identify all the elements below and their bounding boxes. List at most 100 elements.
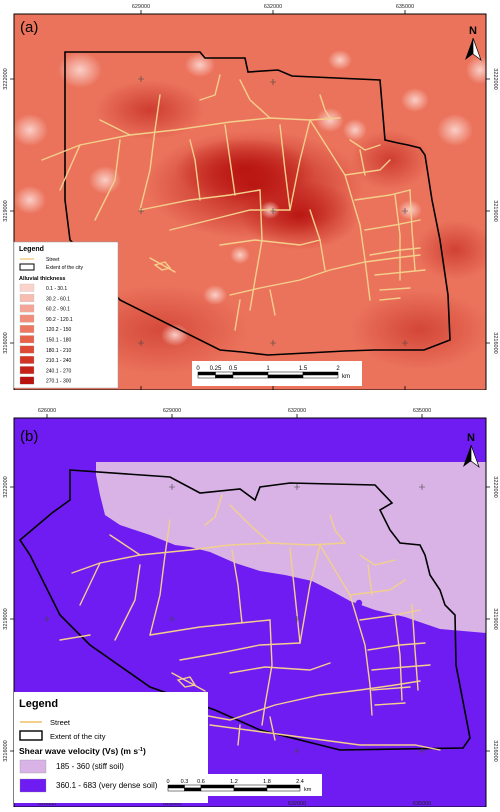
legend-class-swatch-9	[19, 366, 35, 375]
panel-b-svg: 626000 629000 632000 635000 3222000 3219…	[3, 408, 498, 808]
a-scale-segment-3	[232, 371, 269, 376]
y-tick-left-3: 3216000	[3, 332, 9, 353]
legend-street-label: Street	[46, 257, 60, 263]
panel-a-ticks	[10, 10, 490, 390]
a-scale-segment-5	[302, 371, 339, 376]
legend-class-swatch-2	[19, 294, 35, 302]
legend-class-swatch-4	[19, 314, 35, 323]
legend-extent-label: Extent of the city	[46, 265, 83, 271]
panel-a-scale-bar: 0 0.25 0.5 1 1.5 2km	[192, 361, 362, 386]
legend-extent-swatch	[19, 263, 35, 271]
panel-a-svg: 629000 632000 635000 629000 632000 63500…	[3, 4, 498, 398]
legend-class-label-6: 150.1 - 180	[46, 338, 72, 344]
north-label: N	[469, 25, 477, 37]
b-x-tick-top-1: 626000	[38, 408, 56, 414]
legend-class-swatch-8	[19, 355, 35, 364]
legend-class-label-9: 240.1 - 270	[46, 368, 72, 374]
legend-vs-swatch-2	[19, 778, 47, 793]
b-scale-segment-5	[266, 784, 301, 789]
alluvial-thickness-surface	[14, 14, 486, 390]
legend-class-swatch-5	[19, 325, 35, 333]
legend-class-label-5: 120.2 - 150	[46, 327, 72, 333]
legend-street-label-b: Street	[50, 718, 71, 727]
b-y-tick-left-3: 3216000	[3, 740, 9, 761]
a-scale-tick-5: 1.5	[299, 366, 308, 372]
y-tick-1: 3222000	[492, 68, 498, 89]
a-scale-segment-4	[267, 371, 304, 376]
a-scale-unit: km	[342, 374, 350, 380]
a-scale-segment-lower-5	[302, 374, 339, 379]
y-tick-left-2: 3219000	[3, 200, 9, 221]
a-scale-tick-2: 0.25	[210, 366, 222, 372]
b-scale-segment-4	[233, 784, 268, 789]
north-arrow-icon-b: N	[463, 432, 480, 468]
legend-class-swatch-3	[19, 304, 35, 313]
x-tick-top-3: 635000	[396, 4, 414, 10]
legend-thickness-title: Alluvial thickness	[19, 276, 65, 282]
north-arrow-icon: N	[465, 25, 482, 61]
a-scale-segment-lower-4	[267, 374, 304, 379]
legend-vs-title: Shear wave velocity (Vs) (m s-1)	[19, 746, 146, 756]
b-scale-segment-lower-5	[266, 787, 301, 792]
legend-extent-swatch-b	[19, 730, 43, 741]
b-scale-tick-2: 0.3	[181, 779, 189, 785]
legend-class-label-4: 90.2 - 120.1	[46, 317, 73, 323]
b-y-tick-left-1: 3222000	[3, 476, 9, 497]
b-x-tick-top-2: 629000	[163, 408, 181, 414]
panel-b-ticks	[10, 414, 490, 752]
y-tick-3: 3216000	[492, 332, 498, 353]
a-scale-segment-1	[197, 371, 216, 376]
legend-class-label-8: 210.1 - 240	[46, 358, 72, 364]
legend-class-label-3: 60.2 - 90.1	[46, 307, 70, 313]
b-scale-segment-2	[184, 784, 202, 789]
legend-class-label-7: 180.1 - 210	[46, 348, 72, 354]
a-scale-tick-3: 0.5	[229, 366, 238, 372]
legend-class-swatch-6	[19, 335, 35, 344]
legend-vs-swatch-1	[19, 759, 47, 774]
x-tick-top-2: 632000	[264, 4, 282, 10]
a-scale-tick-4: 1	[266, 366, 270, 372]
b-x-tick-bottom-1: 626000	[38, 801, 56, 807]
b-scale-segment-lower-2	[184, 787, 202, 792]
panel-b-label: (b)	[20, 428, 38, 445]
legend-extent-label-b: Extent of the city	[50, 732, 106, 741]
b-scale-segment-lower-3	[200, 787, 235, 792]
legend-vs-label-2: 360.1 - 683 (very dense soil)	[56, 781, 158, 790]
b-y-tick-left-2: 3219000	[3, 608, 9, 629]
legend-vs-label-1: 185 - 360 (stiff soil)	[56, 762, 124, 771]
a-scale-segment-lower-1	[197, 374, 216, 379]
a-scale-tick-6: 2	[336, 366, 340, 372]
legend-class-label-2: 30.2 - 60.1	[46, 296, 70, 302]
b-x-tick-bottom-4: 635000	[413, 801, 431, 807]
b-y-tick-3: 3216000	[492, 740, 498, 761]
street-network-b	[59, 494, 441, 751]
y-tick-2: 3219000	[492, 200, 498, 221]
b-x-tick-top-3: 632000	[288, 408, 306, 414]
panel-a-legend: Legend Street Extent of the city Alluvia…	[13, 241, 119, 389]
legend-class-swatch-1	[19, 283, 35, 292]
b-scale-tick-1: 0	[166, 779, 169, 785]
b-x-tick-top-4: 635000	[413, 408, 431, 414]
x-tick-top-1: 629000	[132, 4, 150, 10]
a-scale-segment-lower-3	[232, 374, 269, 379]
north-label-b: N	[467, 432, 475, 444]
street-network	[41, 74, 426, 331]
panel-a-grid-crosses	[138, 76, 408, 346]
a-scale-segment-2	[215, 371, 234, 376]
panel-b-shear-wave-velocity-map: 626000 629000 632000 635000 3222000 3219…	[0, 405, 500, 808]
y-tick-left-1: 3222000	[3, 68, 9, 89]
a-scale-segment-lower-2	[215, 374, 234, 379]
panel-a-label: (a)	[20, 19, 38, 36]
b-y-tick-2: 3219000	[492, 608, 498, 629]
b-scale-unit: km	[304, 787, 312, 793]
legend-title-b: Legend	[19, 698, 58, 710]
b-scale-tick-4: 1.2	[230, 779, 238, 785]
legend-vs-classes: 185 - 360 (stiff soil) 360.1 - 683 (very …	[19, 759, 158, 793]
b-x-tick-bottom-2: 629000	[163, 801, 181, 807]
legend-class-label-1: 0.1 - 30.1	[46, 286, 67, 292]
legend-class-swatch-7	[19, 345, 35, 354]
legend-class-swatch-10	[19, 376, 35, 385]
b-scale-segment-3	[200, 784, 235, 789]
b-scale-segment-lower-4	[233, 787, 268, 792]
b-scale-segment-lower-1	[167, 787, 185, 792]
